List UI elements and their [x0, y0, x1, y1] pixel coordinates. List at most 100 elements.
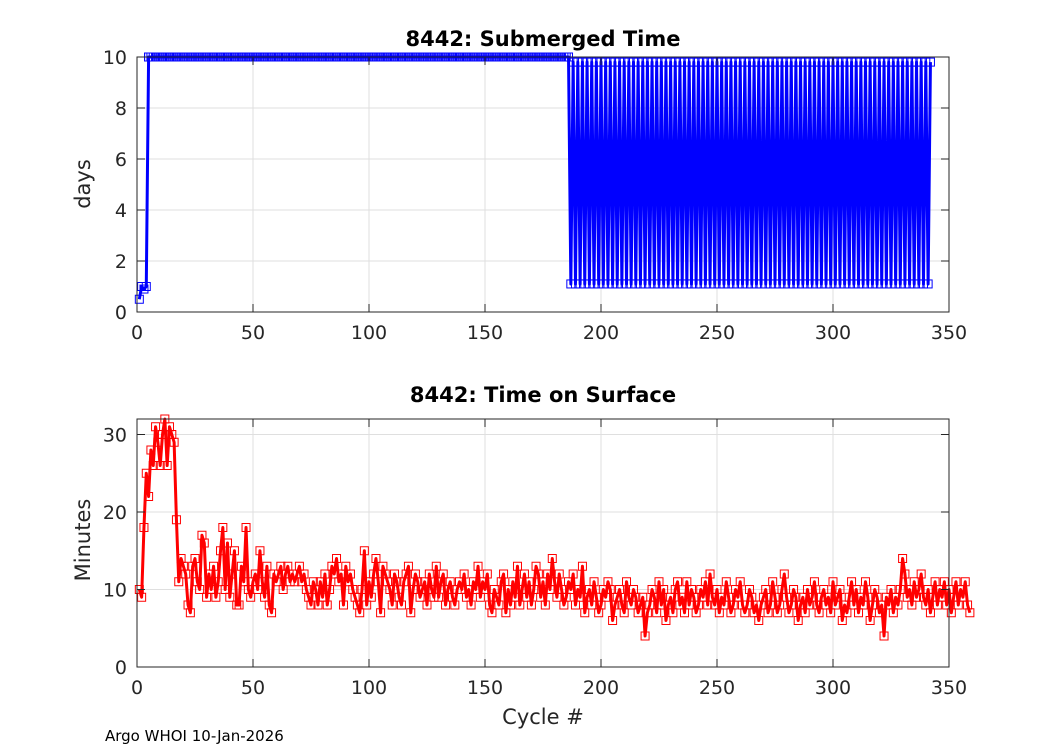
submerged-time-point: [798, 279, 808, 289]
surface-time-point: [640, 631, 650, 641]
surface-time-point: [299, 569, 309, 579]
submerged-time-point: [835, 279, 845, 289]
submerged-time-point: [821, 279, 831, 289]
surface-time-point: [519, 569, 529, 579]
surface-time-point: [557, 585, 567, 594]
submerged-time-point: [912, 57, 922, 67]
surface-time-point: [652, 608, 662, 618]
submerged-time-point: [923, 279, 933, 289]
submerged-time-point: [573, 57, 583, 67]
surface-time-point: [909, 577, 919, 587]
submerged-time-point: [673, 279, 683, 289]
surface-time-point: [942, 600, 952, 610]
submerged-time-point: [914, 279, 924, 289]
surface-time-point: [619, 608, 629, 618]
surface-time-point: [693, 600, 703, 610]
submerged-time-point: [624, 57, 634, 67]
surface-time-point: [501, 608, 511, 618]
submerged-time-point: [577, 57, 587, 67]
surface-time-point: [441, 600, 451, 610]
surface-time-point: [487, 608, 497, 618]
surface-time-point: [570, 600, 580, 610]
surface-time-point: [895, 585, 905, 594]
surface-time-xtick-label: 0: [131, 677, 143, 699]
submerged-time-plot-frame: [136, 56, 950, 313]
surface-time-point: [540, 600, 550, 610]
surface-time-point: [656, 600, 666, 610]
surface-time-point: [615, 585, 625, 594]
submerged-time-point: [886, 279, 896, 289]
submerged-time-point: [601, 57, 611, 67]
submerged-time-point: [758, 57, 768, 67]
submerged-time-point: [610, 57, 620, 67]
surface-time-point: [364, 577, 374, 587]
surface-time-xtick-label: 50: [241, 677, 265, 699]
submerged-time-point: [714, 279, 724, 289]
surface-time-point: [849, 600, 859, 610]
surface-time-point: [536, 592, 546, 602]
surface-time-series: [134, 414, 975, 641]
submerged-time-point: [893, 57, 903, 67]
surface-time-point: [387, 600, 397, 610]
surface-time-point: [204, 569, 214, 579]
surface-time-point: [601, 592, 611, 602]
surface-time-point: [847, 577, 857, 587]
surface-time-point: [659, 585, 669, 594]
surface-time-point: [733, 592, 743, 602]
surface-time-point: [958, 592, 968, 602]
submerged-time-point: [594, 279, 604, 289]
submerged-time-xtick-label: 300: [815, 322, 851, 344]
surface-time-point: [550, 577, 560, 587]
surface-time-point: [429, 592, 439, 602]
surface-time-point: [577, 561, 587, 571]
surface-time-point: [322, 600, 332, 610]
surface-time-point: [373, 577, 383, 587]
submerged-time-point: [647, 57, 657, 67]
surface-time-point: [315, 577, 325, 587]
submerged-time-point: [819, 57, 829, 67]
surface-time-point: [253, 585, 263, 594]
surface-time-point: [566, 585, 576, 594]
surface-time-point: [332, 554, 342, 563]
surface-time-point: [649, 592, 659, 602]
submerged-time-point: [826, 279, 836, 289]
surface-time-point: [171, 515, 181, 525]
submerged-time-point: [902, 57, 912, 67]
surface-time-point: [267, 608, 277, 618]
surface-time-point: [673, 577, 683, 587]
submerged-time-point: [684, 57, 694, 67]
surface-time-point: [907, 600, 917, 610]
surface-time-point: [682, 577, 692, 587]
surface-time-point: [359, 546, 369, 556]
surface-time-point: [547, 554, 557, 563]
surface-time-point: [311, 585, 321, 594]
surface-time-point: [905, 585, 915, 594]
surface-time-point: [185, 608, 195, 618]
submerged-time-point: [918, 279, 928, 289]
submerged-time-point: [898, 57, 908, 67]
surface-time-point: [257, 577, 267, 587]
submerged-time-point: [719, 279, 729, 289]
submerged-time-point: [633, 57, 643, 67]
submerged-time-point: [642, 57, 652, 67]
submerged-time-point: [847, 57, 857, 67]
submerged-time-point: [670, 57, 680, 67]
surface-time-point: [459, 569, 469, 579]
submerged-time-point: [698, 57, 708, 67]
surface-time-point: [677, 592, 687, 602]
surface-time-point: [276, 561, 286, 571]
submerged-time-point: [751, 279, 761, 289]
submerged-time-point: [837, 57, 847, 67]
surface-time-chart: 0 50 100 150 200 250 300 350 0 10 20 30 8442: Time …: [71, 383, 975, 729]
submerged-time-point: [823, 57, 833, 67]
surface-time-point: [236, 561, 246, 571]
surface-time-point: [466, 600, 476, 610]
submerged-time-point: [575, 279, 585, 289]
surface-time-point: [422, 600, 432, 610]
submerged-time-point: [830, 279, 840, 289]
surface-time-point: [250, 569, 260, 579]
surface-time-point: [227, 569, 237, 579]
surface-time-point: [338, 600, 348, 610]
submerged-time-ytick-label: 6: [115, 149, 127, 171]
surface-time-point: [139, 523, 149, 532]
